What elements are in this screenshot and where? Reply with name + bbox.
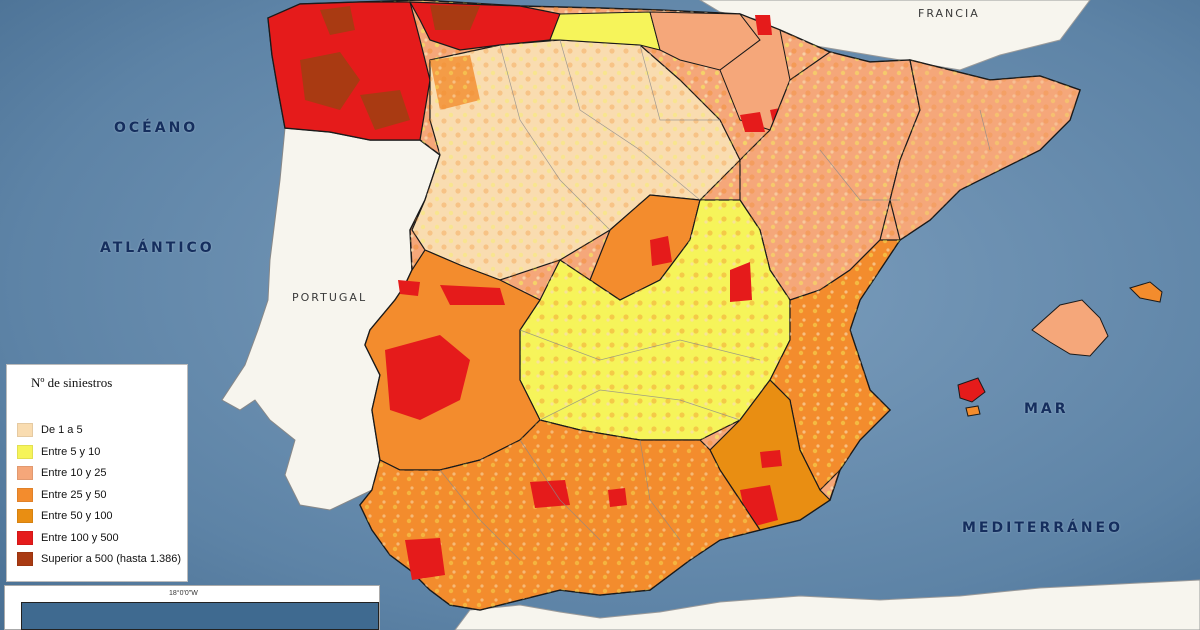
inset-map: 18°0'0"W bbox=[4, 585, 380, 630]
legend-label: Entre 25 y 50 bbox=[41, 488, 107, 501]
label-mar: MAR bbox=[1024, 401, 1069, 417]
legend: Nº de siniestros De 1 a 5 Entre 5 y 10 Ent… bbox=[6, 364, 188, 582]
legend-swatch bbox=[17, 530, 33, 545]
legend-item: Entre 100 y 500 bbox=[17, 530, 119, 545]
province-borders bbox=[439, 39, 991, 561]
cm-red-patch bbox=[730, 262, 752, 302]
legend-title: Nº de siniestros bbox=[31, 375, 113, 390]
legend-swatch bbox=[17, 444, 33, 459]
galicia-dark-patch bbox=[300, 52, 360, 110]
basque-red-patch bbox=[755, 15, 772, 35]
galicia-dark-patch bbox=[320, 6, 355, 35]
andalucia-texture bbox=[360, 420, 760, 610]
catalonia-texture bbox=[890, 60, 1080, 240]
galicia-dark-patch bbox=[360, 90, 410, 130]
label-atlantico: ATLÁNTICO bbox=[100, 240, 215, 256]
africa-land bbox=[454, 579, 1200, 630]
madrid-red-patch bbox=[650, 236, 672, 266]
valencia-texture bbox=[770, 240, 900, 490]
legend-item: Entre 25 y 50 bbox=[17, 487, 107, 502]
island-mallorca bbox=[1031, 299, 1109, 357]
label-portugal: PORTUGAL bbox=[292, 291, 368, 304]
legend-swatch bbox=[17, 487, 33, 502]
island-formentera bbox=[965, 405, 981, 417]
murcia-red-patch bbox=[760, 450, 782, 468]
legend-item: Entre 5 y 10 bbox=[17, 444, 101, 459]
legend-item: De 1 a 5 bbox=[17, 423, 83, 437]
legend-item: Entre 50 y 100 bbox=[17, 509, 113, 523]
legend-swatch bbox=[17, 466, 33, 480]
aragon-texture bbox=[740, 52, 920, 300]
label-francia: FRANCIA bbox=[918, 7, 980, 20]
label-mediterraneo: MEDITERRÁNEO bbox=[962, 520, 1124, 536]
legend-item: Entre 10 y 25 bbox=[17, 466, 106, 480]
leon-texture bbox=[412, 40, 740, 280]
inset-map-frame bbox=[21, 602, 379, 630]
extremadura-red-patch bbox=[440, 285, 505, 305]
island-ibiza bbox=[957, 377, 986, 403]
cm-texture bbox=[520, 200, 790, 440]
legend-swatch bbox=[17, 552, 33, 566]
legend-label: Entre 50 y 100 bbox=[41, 510, 113, 522]
extremadura-red-patch bbox=[385, 335, 470, 420]
legend-item: Superior a 500 (hasta 1.386) bbox=[17, 552, 181, 566]
asturias-dark-patch bbox=[430, 5, 480, 30]
andalucia-red-patch bbox=[608, 488, 627, 507]
extremadura-red-patch bbox=[398, 280, 420, 296]
andalucia-red-patch bbox=[530, 480, 570, 508]
legend-swatch bbox=[17, 423, 33, 437]
inset-coordinate-label: 18°0'0"W bbox=[169, 590, 198, 597]
legend-label: Entre 10 y 25 bbox=[41, 467, 107, 479]
island-menorca bbox=[1129, 281, 1163, 303]
legend-label: Entre 5 y 10 bbox=[41, 445, 101, 458]
andalucia-red-patch bbox=[405, 538, 445, 580]
legend-swatch bbox=[17, 509, 33, 523]
legend-label: De 1 a 5 bbox=[41, 424, 83, 436]
legend-label: Superior a 500 (hasta 1.386) bbox=[41, 553, 182, 565]
navarra-red-patch bbox=[740, 112, 765, 132]
label-oceano: OCÉANO bbox=[114, 120, 199, 136]
legend-label: Entre 100 y 500 bbox=[41, 531, 119, 544]
